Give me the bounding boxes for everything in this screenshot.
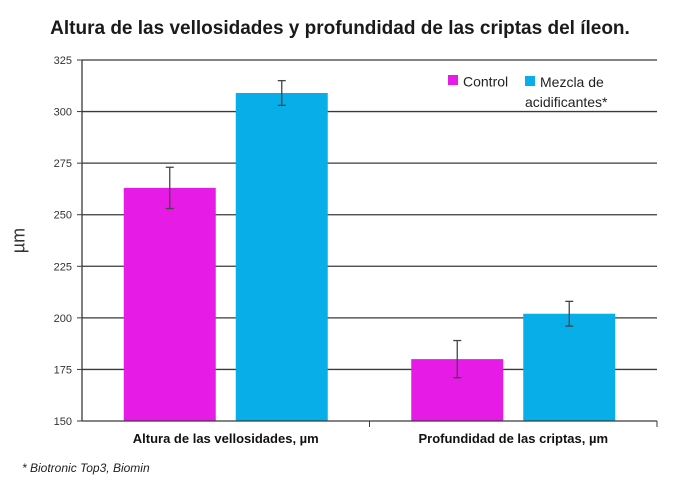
y-tick-label-300: 300: [54, 107, 72, 119]
legend-swatch-control: [448, 75, 458, 86]
legend-label-control: Control: [463, 73, 509, 90]
legend-item-mezcla: Mezcla de acidificantes*: [525, 72, 655, 112]
legend-swatch-mezcla: [525, 76, 535, 87]
x-tick-labels: Altura de las vellosidades, µm Profundida…: [133, 431, 608, 446]
y-tick-labels: 150 175 200 225 250 275 300 325: [54, 55, 72, 428]
y-tick-label-325: 325: [54, 55, 72, 67]
axes: [77, 59, 658, 427]
y-tick-label-200: 200: [54, 313, 72, 325]
y-axis-label: µm: [8, 227, 29, 254]
bars: [123, 79, 616, 422]
y-tick-label-250: 250: [54, 210, 72, 222]
legend-label-mezcla: Mezcla de acidificantes*: [525, 73, 608, 110]
y-tick-label-275: 275: [54, 158, 72, 170]
bar-mezcla-0: [235, 93, 328, 422]
x-tick-label-0: Altura de las vellosidades, µm: [133, 431, 319, 446]
bar-control-0: [123, 187, 216, 421]
footnote: * Biotronic Top3, Biomin: [22, 461, 150, 475]
chart-title: Altura de las vellosidades y profundidad…: [50, 18, 630, 39]
bar-mezcla-1: [523, 313, 616, 421]
y-tick-label-150: 150: [54, 416, 72, 428]
y-tick-label-225: 225: [54, 261, 72, 273]
legend-item-control: Control: [448, 72, 508, 89]
y-tick-label-175: 175: [54, 364, 72, 376]
x-tick-label-1: Profundidad de las criptas, µm: [418, 431, 608, 446]
